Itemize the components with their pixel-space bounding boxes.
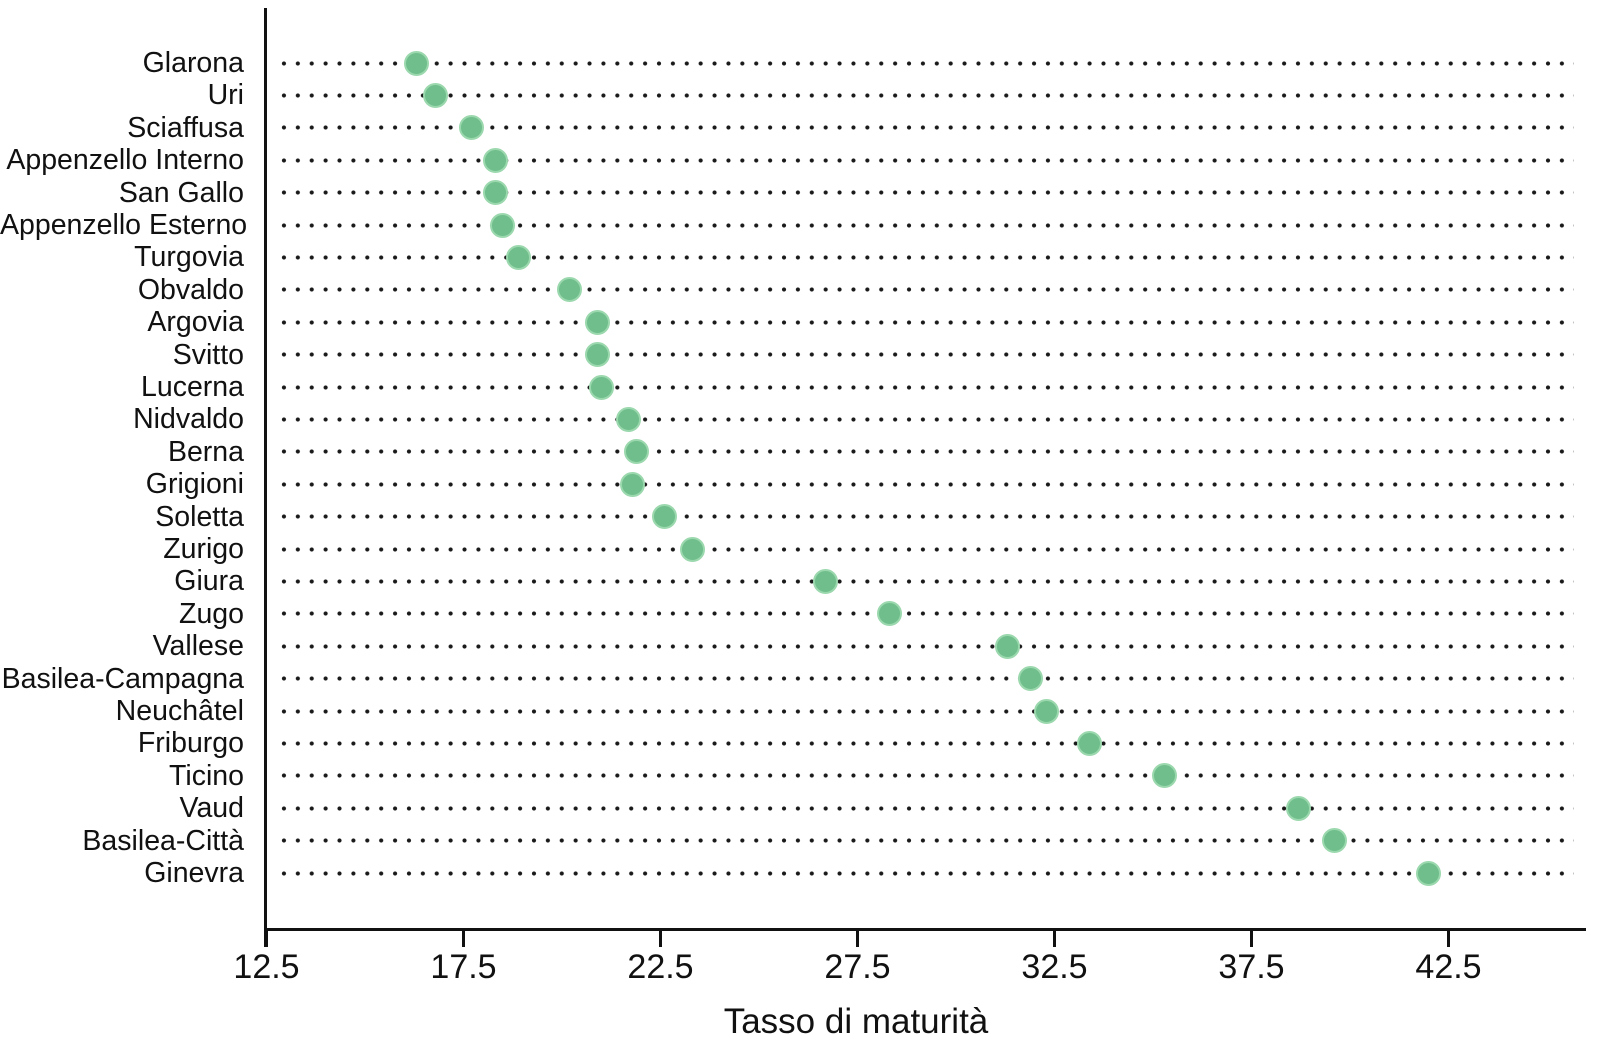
dotted-leader-line	[277, 222, 1574, 228]
data-point-dot	[1152, 763, 1178, 789]
dotted-leader-line	[277, 352, 1574, 358]
category-label: Giura	[174, 565, 244, 598]
data-point-dot	[994, 633, 1020, 659]
data-point-dot	[482, 147, 508, 173]
dotted-leader-line	[277, 643, 1574, 649]
category-label: Neuchâtel	[115, 695, 244, 727]
data-point-dot	[403, 50, 429, 76]
dotted-leader-line	[277, 125, 1574, 131]
dotted-leader-line	[277, 838, 1574, 844]
data-point-dot	[651, 504, 677, 530]
category-label: Turgovia	[134, 241, 244, 274]
x-axis-tick-label: 37.5	[1218, 948, 1285, 986]
category-label: Appenzello Esterno	[0, 209, 248, 241]
dotted-leader-line	[277, 60, 1574, 66]
x-axis-label: Tasso di maturità	[723, 1002, 989, 1041]
dotted-leader-line	[277, 676, 1574, 682]
data-point-dot	[588, 374, 614, 400]
dotted-leader-line	[277, 870, 1574, 876]
dotted-leader-line	[277, 449, 1574, 455]
dotted-leader-line	[277, 190, 1574, 196]
data-point-dot	[584, 342, 610, 368]
category-label: Svitto	[172, 338, 244, 371]
data-point-dot	[506, 244, 532, 270]
category-label: Ginevra	[144, 857, 244, 889]
x-axis-tick-mark	[659, 929, 662, 947]
x-axis-tick-mark	[265, 929, 268, 947]
data-point-dot	[1077, 730, 1103, 756]
category-label: Obvaldo	[137, 273, 244, 306]
x-axis-tick-mark	[1053, 929, 1056, 947]
x-axis-tick-mark	[462, 929, 465, 947]
category-label: Uri	[207, 79, 244, 112]
dotted-leader-line	[277, 254, 1574, 260]
category-label: Vallese	[152, 630, 244, 663]
dotted-leader-line	[277, 805, 1574, 811]
data-point-dot	[813, 568, 839, 594]
category-label: Ticino	[169, 759, 244, 792]
category-label: Berna	[167, 435, 244, 468]
dotted-leader-line	[277, 92, 1574, 98]
x-axis-tick-mark	[856, 929, 859, 947]
data-point-dot	[423, 82, 449, 108]
x-axis-tick-label: 12.5	[233, 948, 300, 986]
data-point-dot	[616, 406, 642, 432]
category-label: San Gallo	[118, 176, 244, 209]
x-axis-tick-mark	[1250, 929, 1253, 947]
dotted-leader-line	[277, 416, 1574, 422]
dotted-leader-line	[277, 773, 1574, 779]
x-axis-tick-mark	[1447, 929, 1450, 947]
category-label: Zugo	[179, 597, 244, 630]
category-label: Glarona	[142, 47, 244, 79]
data-point-dot	[620, 471, 646, 497]
data-point-dot	[679, 536, 705, 562]
data-point-dot	[557, 277, 583, 303]
dotted-leader-line	[277, 157, 1574, 163]
x-axis-tick-label: 22.5	[627, 948, 694, 986]
category-label: Appenzello Interno	[6, 144, 244, 177]
x-axis-tick-label: 32.5	[1021, 948, 1088, 986]
x-axis-spine	[264, 928, 1586, 931]
data-point-dot	[624, 439, 650, 465]
dotted-leader-line	[277, 319, 1574, 325]
category-label: Grigioni	[145, 468, 244, 501]
dotted-leader-line	[277, 578, 1574, 584]
category-label: Basilea-Città	[82, 824, 244, 857]
dotted-leader-line	[277, 740, 1574, 746]
dotted-leader-line	[277, 287, 1574, 293]
category-label: Lucerna	[141, 371, 244, 403]
category-label: Vaud	[179, 792, 244, 825]
category-label: Soletta	[155, 500, 244, 533]
data-point-dot	[1321, 828, 1347, 854]
x-axis-tick-label: 42.5	[1415, 948, 1482, 986]
category-label: Argovia	[147, 306, 244, 339]
category-label: Nidvaldo	[133, 403, 244, 436]
dotted-leader-line	[277, 514, 1574, 520]
y-axis-spine	[264, 8, 267, 947]
data-point-dot	[458, 115, 484, 141]
data-point-dot	[1416, 860, 1442, 886]
x-axis-tick-label: 27.5	[824, 948, 891, 986]
data-point-dot	[584, 309, 610, 335]
data-point-dot	[490, 212, 516, 238]
category-label: Sciaffusa	[127, 111, 244, 144]
dotted-leader-line	[277, 384, 1574, 390]
data-point-dot	[1286, 795, 1312, 821]
dotted-leader-line	[277, 611, 1574, 617]
category-label: Zurigo	[163, 533, 244, 565]
x-axis-tick-label: 17.5	[430, 948, 497, 986]
data-point-dot	[1018, 666, 1044, 692]
dotted-leader-line	[277, 481, 1574, 487]
category-label: Basilea-Campagna	[1, 662, 244, 695]
data-point-dot	[1034, 698, 1060, 724]
data-point-dot	[876, 601, 902, 627]
category-label: Friburgo	[137, 727, 244, 760]
dotted-leader-line	[277, 546, 1574, 552]
data-point-dot	[482, 180, 508, 206]
dotted-leader-line	[277, 708, 1574, 714]
